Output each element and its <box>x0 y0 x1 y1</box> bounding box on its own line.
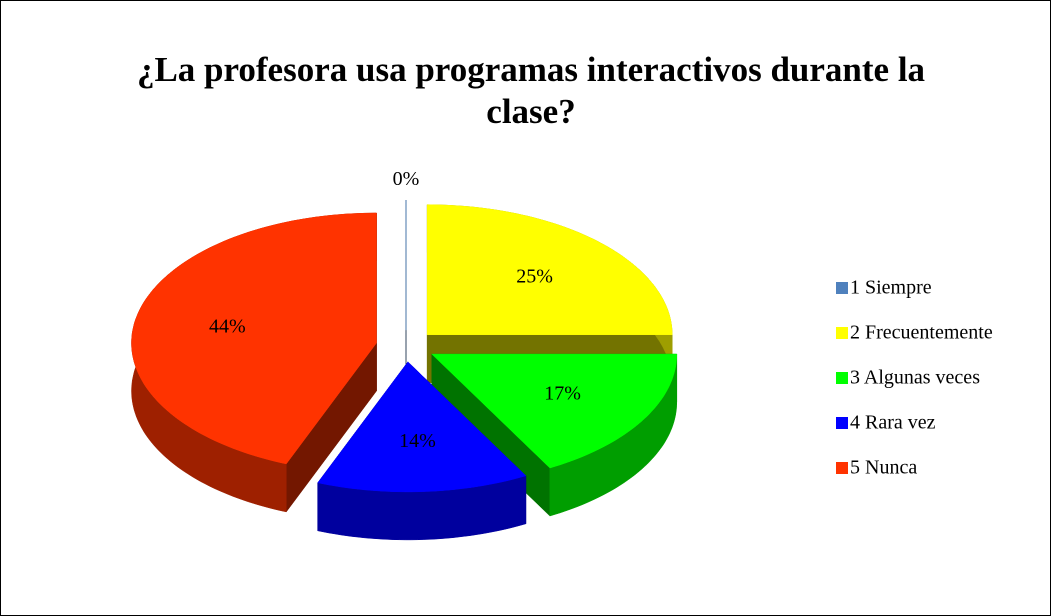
slice <box>131 212 377 465</box>
legend-label: 4 Rara vez <box>850 412 936 434</box>
legend-swatch <box>836 327 848 339</box>
data-label: 44% <box>209 316 246 338</box>
slice <box>317 361 527 493</box>
slice <box>426 204 673 335</box>
data-label: 0% <box>393 168 420 190</box>
legend-label: 5 Nunca <box>850 457 917 479</box>
legend-swatch <box>836 282 848 294</box>
legend-swatch <box>836 417 848 429</box>
legend-label: 1 Siempre <box>850 277 932 299</box>
legend-label: 3 Algunas veces <box>850 367 980 389</box>
chart-title: ¿La profesora usa programas interactivos… <box>136 50 926 131</box>
data-label: 17% <box>544 383 581 405</box>
data-label: 14% <box>399 430 436 452</box>
legend-swatch <box>836 462 848 474</box>
legend-swatch <box>836 372 848 384</box>
data-label: 25% <box>516 265 553 287</box>
legend-label: 2 Frecuentemente <box>850 322 993 344</box>
slice <box>431 353 678 469</box>
